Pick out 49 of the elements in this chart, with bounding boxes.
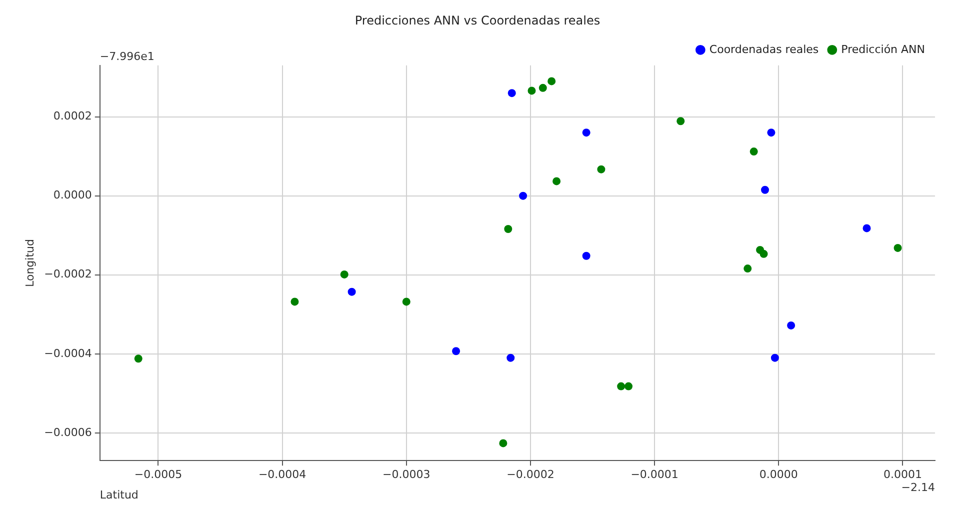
point — [894, 244, 902, 252]
point — [582, 128, 590, 137]
point — [787, 321, 796, 330]
point — [760, 250, 768, 258]
y-axis-title: Longitud — [23, 239, 36, 287]
point — [290, 298, 299, 306]
x-axis-title: Latitud — [100, 488, 138, 502]
point — [528, 86, 536, 95]
chart-title: Predicciones ANN vs Coordenadas reales — [354, 13, 600, 28]
x-tick-label: 0.0000 — [759, 468, 798, 482]
y-tick-label: 0.0000 — [53, 188, 92, 202]
x-tick-label: −0.0001 — [630, 468, 678, 482]
point — [744, 264, 752, 273]
point — [452, 347, 460, 356]
y-tick-label: −0.0006 — [44, 426, 92, 439]
point — [676, 117, 685, 126]
y-tick-label: −0.0004 — [44, 346, 92, 360]
x-tick-label: −0.0004 — [258, 468, 306, 482]
point — [617, 382, 626, 390]
x-tick-label: 0.0001 — [883, 468, 922, 482]
point — [508, 89, 516, 98]
point — [624, 382, 633, 390]
legend-label: Predicción ANN — [841, 42, 925, 56]
x-tick-label: −0.0003 — [382, 468, 430, 482]
point — [506, 354, 515, 362]
text: −7.996e1 — [100, 50, 154, 63]
x-tick-label: −0.0005 — [134, 468, 182, 482]
x-tick-label: −0.0002 — [506, 468, 554, 482]
legend-label: Coordenadas reales — [709, 42, 819, 56]
point — [597, 165, 606, 174]
y-tick-label: 0.0002 — [53, 110, 92, 123]
point — [348, 288, 356, 296]
point — [582, 252, 590, 260]
point — [134, 354, 142, 363]
point — [750, 148, 758, 156]
point — [538, 84, 547, 92]
point — [767, 128, 776, 137]
point — [499, 439, 508, 448]
point — [402, 298, 410, 306]
point — [519, 192, 528, 200]
point — [862, 224, 871, 232]
y-tick-label: −0.0002 — [44, 268, 92, 281]
point — [770, 354, 779, 362]
point — [504, 225, 512, 234]
point — [548, 77, 556, 86]
point — [552, 177, 561, 186]
point — [340, 270, 348, 278]
text: −2.14 — [901, 480, 935, 494]
point — [761, 186, 770, 194]
